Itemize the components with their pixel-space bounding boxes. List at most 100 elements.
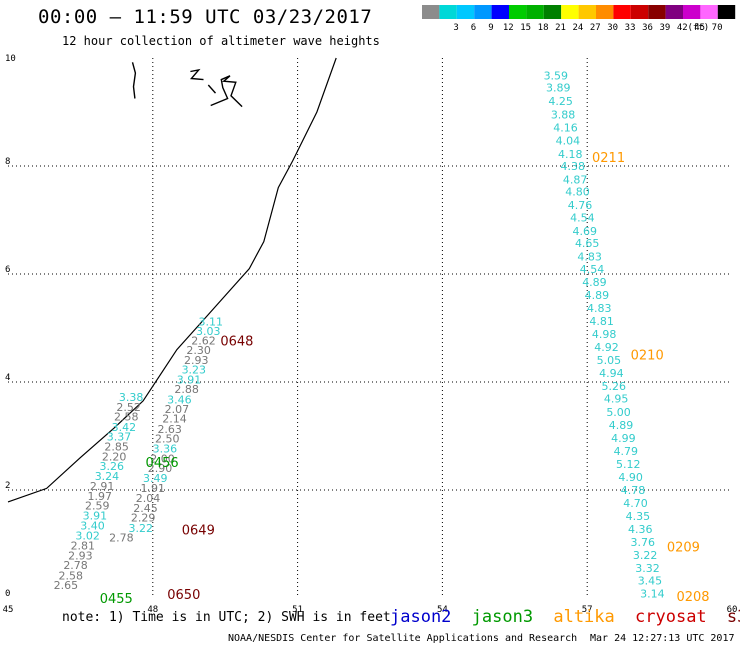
wave-height-label: 4.38 (560, 160, 585, 173)
color-scale-swatch (648, 5, 666, 19)
wave-height-label: 4.54 (580, 263, 605, 276)
x-tick-label: 45 (3, 605, 14, 615)
pass-time-label: 0210 (631, 348, 664, 363)
wave-height-label: 2.93 (68, 549, 93, 562)
wave-height-label: 3.91 (177, 373, 202, 386)
wave-height-label: 2.78 (63, 559, 88, 572)
wave-height-label: 4.70 (623, 497, 648, 510)
wave-height-label: 2.62 (191, 334, 216, 347)
pass-time-label: 0649 (182, 523, 215, 538)
wave-height-label: 2.88 (174, 383, 199, 396)
wave-height-label: 4.80 (565, 185, 590, 198)
island-outline (189, 68, 204, 81)
coastline-path (7, 57, 337, 503)
color-scale-label: 45 (694, 23, 705, 33)
satellite-legend: jason2 jason3 altika cryosat s3a (390, 607, 740, 627)
wave-height-label: 3.46 (167, 393, 192, 406)
x-tick-label: 57 (582, 605, 593, 615)
pass-time-label: 0208 (676, 590, 709, 605)
wave-height-label: 5.00 (606, 406, 631, 419)
wave-height-label: 2.63 (157, 423, 182, 436)
wave-height-label: 4.04 (556, 135, 581, 148)
wave-height-label: 2.91 (90, 480, 115, 493)
chart-axes: 45 48 51 54 57 60 0 2 4 6 8 10 (3, 54, 738, 615)
wave-height-label: 2.81 (71, 540, 96, 553)
color-scale-swatch (596, 5, 614, 19)
pass-time-labels: 0648 0649 0650 0456 0455 0211 0210 0209 0208 (100, 151, 710, 607)
color-scale-unit: (ft) (688, 23, 710, 33)
wave-height-label: 3.22 (633, 549, 658, 562)
wave-height-label: 2.52 (116, 401, 141, 414)
wave-height-label: 2.59 (85, 500, 110, 513)
color-scale-swatch (474, 5, 492, 19)
wave-height-label: 5.26 (601, 380, 626, 393)
wave-height-label: 4.36 (628, 523, 653, 536)
chart-subtitle: 12 hour collection of altimeter wave hei… (62, 34, 380, 48)
color-scale-swatch (509, 5, 527, 19)
wave-height-label: 3.45 (638, 575, 663, 588)
wave-height-label: 2.90 (148, 462, 173, 475)
wave-height-label: 2.04 (136, 492, 161, 505)
color-scale-swatch (683, 5, 701, 19)
color-scale-label: 39 (659, 23, 670, 33)
wave-height-label: 3.26 (100, 460, 125, 473)
wave-height-label: 3.42 (112, 421, 137, 434)
wave-height-label: 2.58 (58, 569, 83, 582)
wave-height-label: 3.24 (95, 470, 120, 483)
wave-height-label: 3.76 (630, 536, 655, 549)
color-scale-label: 42 (677, 23, 688, 33)
wave-height-label: 2.29 (131, 512, 156, 525)
pass-time-label: 0209 (667, 541, 700, 556)
x-tick-label: 60 (727, 605, 738, 615)
wave-height-label: 2.65 (54, 579, 79, 592)
color-scale-label: 15 (520, 23, 531, 33)
color-scale-legend: 3 6 9 12 15 18 21 24 27 30 33 36 39 42 45 70(ft) (422, 5, 736, 33)
x-tick-label: 54 (437, 605, 448, 615)
pass-time-label: 0456 (146, 456, 179, 471)
wave-height-label: 3.37 (107, 431, 132, 444)
wave-height-label: 3.49 (143, 472, 168, 485)
color-scale-label: 18 (538, 23, 549, 33)
pass-time-label: 0650 (167, 588, 200, 603)
wave-height-label: 3.88 (551, 109, 576, 122)
color-scale-label: 24 (572, 23, 583, 33)
wave-height-label: 3.59 (544, 69, 569, 82)
wave-height-label: 2.00 (150, 453, 175, 466)
wave-height-label: 4.92 (594, 341, 619, 354)
island-outline (210, 75, 243, 108)
wave-height-label: 4.69 (573, 225, 598, 238)
wave-height-label: 5.05 (597, 354, 622, 367)
color-scale-label: 12 (503, 23, 514, 33)
wave-height-label: 2.14 (162, 413, 187, 426)
coastline (7, 57, 337, 503)
wave-height-label: 4.95 (604, 393, 629, 406)
color-scale-swatch (578, 5, 596, 19)
satellite-legend-altika: altika (553, 607, 615, 627)
wave-height-label: 2.85 (104, 440, 129, 453)
color-scale-label: 3 (453, 23, 458, 33)
wave-height-label: 1.97 (87, 490, 112, 503)
wave-height-label: 4.89 (609, 419, 634, 432)
wave-height-label: 4.89 (582, 276, 607, 289)
wave-height-label: 4.78 (621, 484, 646, 497)
data-points: 3.113.032.622.302.933.233.912.883.462.07… (54, 69, 665, 600)
pass-time-label: 0648 (220, 334, 253, 349)
y-tick-label: 0 (5, 589, 10, 599)
wave-height-label: 3.89 (546, 82, 571, 95)
wave-height-label: 2.07 (165, 403, 190, 416)
wave-height-label: 3.38 (119, 391, 144, 404)
wave-height-label: 2.93 (184, 354, 209, 367)
color-scale-swatch (439, 5, 457, 19)
wave-height-label: 3.23 (182, 364, 207, 377)
wave-height-label: 3.36 (153, 442, 178, 455)
wave-height-label: 4.76 (568, 199, 593, 212)
y-tick-label: 8 (5, 157, 10, 167)
color-scale-label: 36 (642, 23, 653, 33)
color-scale-swatch (717, 5, 736, 19)
satellite-legend-jason3: jason3 (471, 607, 534, 627)
wave-height-label: 4.18 (558, 148, 583, 161)
color-scale-swatch (526, 5, 544, 19)
color-scale-swatch (456, 5, 475, 19)
color-scale-label: 70 (712, 23, 723, 33)
wave-height-label: 3.32 (635, 562, 660, 575)
